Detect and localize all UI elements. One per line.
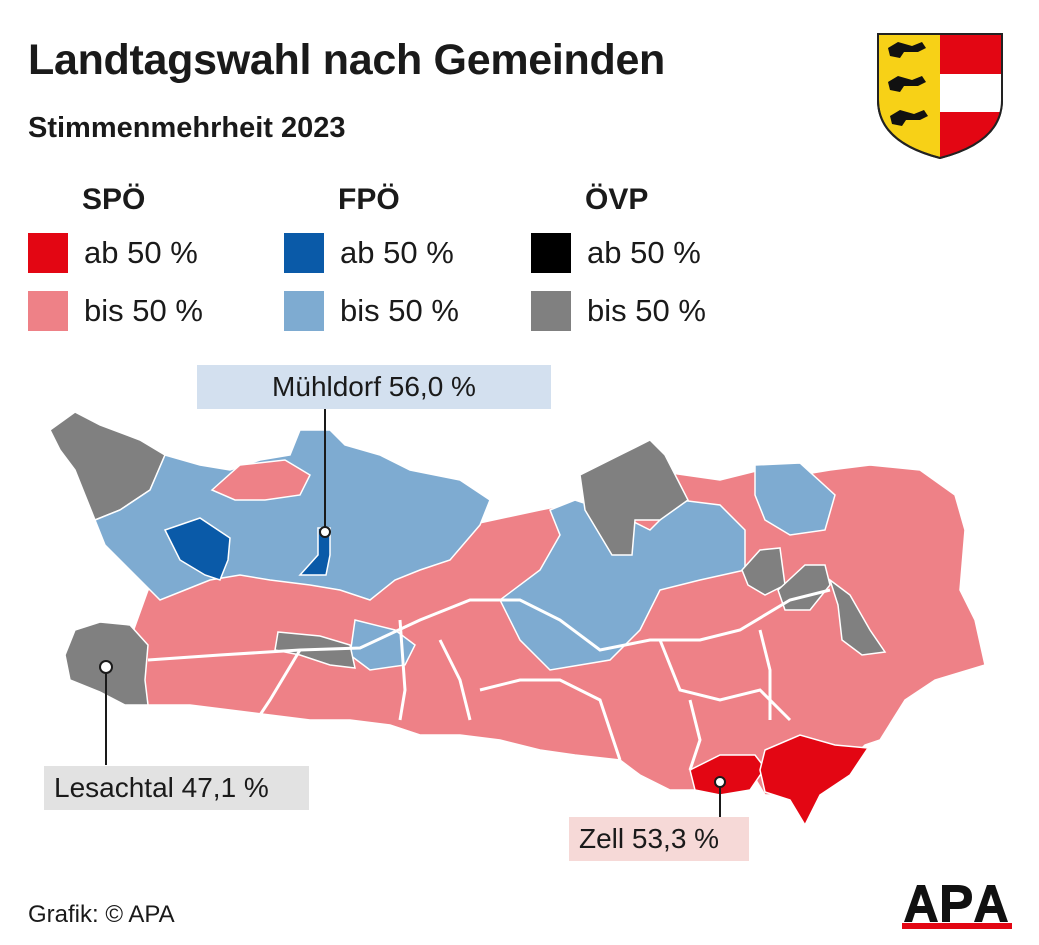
callout-zell: Zell 53,3 % <box>569 817 749 861</box>
legend-swatch <box>531 291 571 331</box>
legend-item-label: bis 50 % <box>340 293 459 328</box>
region-fpoe-majority-muehldorf <box>298 527 331 576</box>
page-subtitle: Stimmenmehrheit 2023 <box>28 112 346 144</box>
carinthia-municipality-map <box>49 408 986 827</box>
callout-muehldorf: Mühldorf 56,0 % <box>197 365 551 409</box>
carinthia-coat-of-arms <box>877 33 1003 160</box>
region-spoe-majority-south <box>759 734 870 827</box>
legend-item: bis 50 % <box>284 282 459 340</box>
footer-credit: Grafik: © APA <box>28 901 175 928</box>
legend-item: bis 50 % <box>28 282 203 340</box>
legend-item: ab 50 % <box>284 224 459 282</box>
legend-item-label: bis 50 % <box>84 293 203 328</box>
legend-item-label: ab 50 % <box>84 235 198 270</box>
marker-muehldorf <box>319 526 331 538</box>
legend-swatch <box>284 233 324 273</box>
legend-swatch <box>28 291 68 331</box>
legend-spoe: SPÖ ab 50 % bis 50 % <box>28 180 203 340</box>
legend-item-label: bis 50 % <box>587 293 706 328</box>
marker-zell <box>714 776 726 788</box>
legend-item: ab 50 % <box>531 224 706 282</box>
legend-item: ab 50 % <box>28 224 203 282</box>
region-oevp-east-3 <box>828 577 887 656</box>
apa-logo <box>902 885 1012 929</box>
legend-party-label: FPÖ <box>338 183 400 216</box>
region-fpoe-minority-mid <box>499 499 746 671</box>
legend-party-label: SPÖ <box>82 183 146 216</box>
legend-item: bis 50 % <box>531 282 706 340</box>
page-title: Landtagswahl nach Gemeinden <box>28 36 666 84</box>
region-spoe-majority-zell <box>689 754 766 796</box>
legend-fpoe: FPÖ ab 50 % bis 50 % <box>284 180 459 340</box>
district-borders <box>147 588 831 771</box>
marker-lesachtal <box>99 660 113 674</box>
region-fpoe-minority-east <box>754 462 836 536</box>
legend-swatch <box>531 233 571 273</box>
legend-party-label: ÖVP <box>585 183 649 216</box>
legend-swatch <box>284 291 324 331</box>
legend-item-label: ab 50 % <box>340 235 454 270</box>
region-fpoe-majority-west <box>163 517 231 581</box>
region-spoe-minority-north <box>210 459 311 501</box>
callout-lesachtal: Lesachtal 47,1 % <box>44 766 309 810</box>
legend-swatch <box>28 233 68 273</box>
legend-oevp: ÖVP ab 50 % bis 50 % <box>531 180 706 340</box>
legend-item-label: ab 50 % <box>587 235 701 270</box>
region-oevp-north <box>579 439 689 556</box>
